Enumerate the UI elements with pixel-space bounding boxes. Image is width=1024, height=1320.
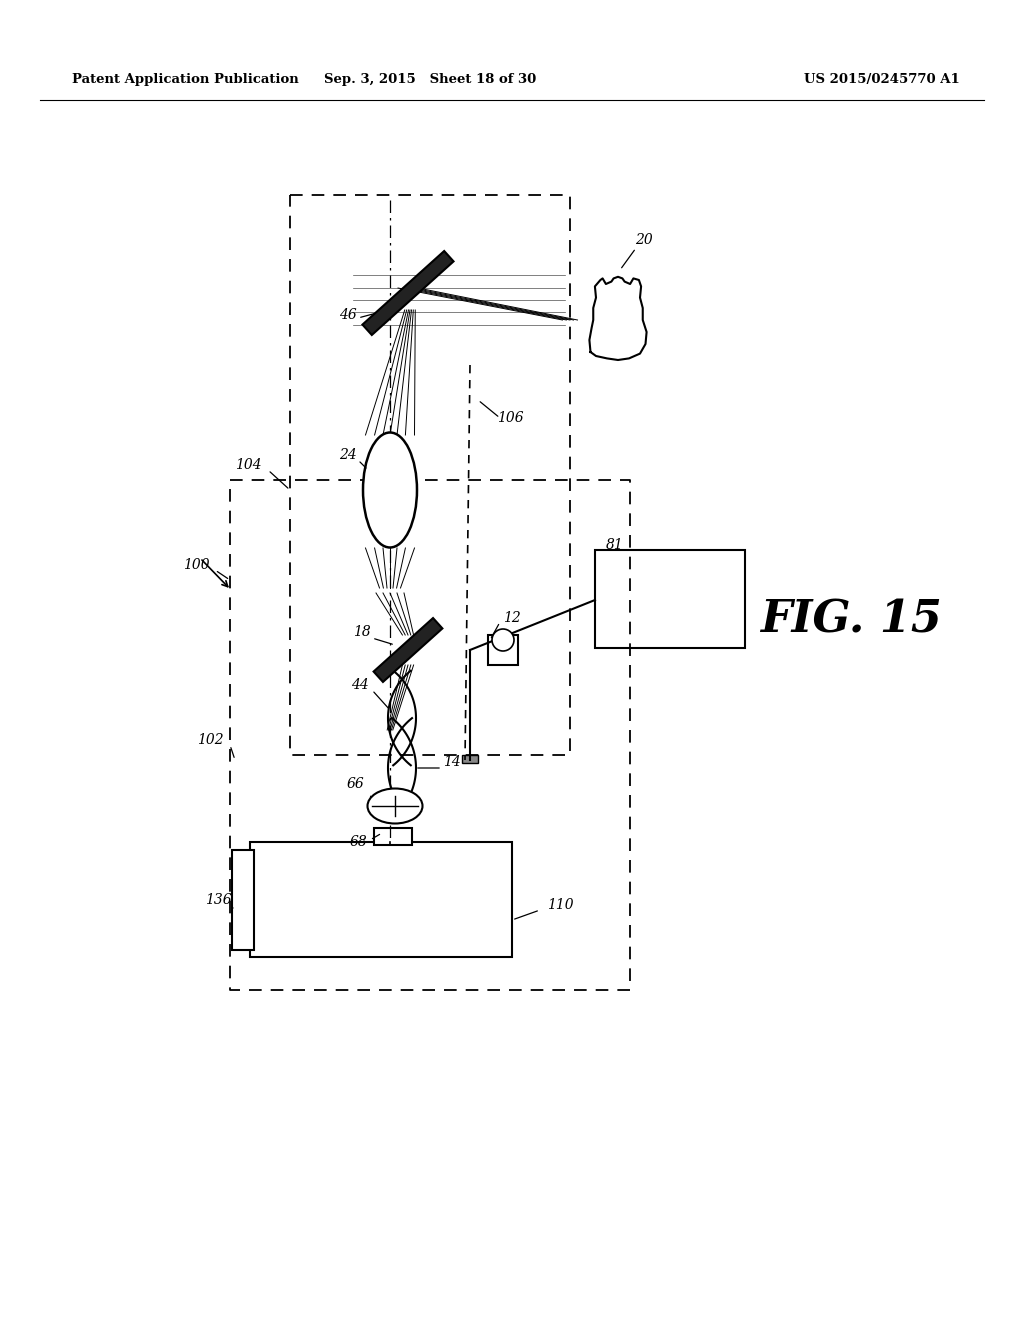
Ellipse shape — [368, 788, 423, 824]
Text: FIG. 15: FIG. 15 — [760, 598, 942, 642]
Text: 136: 136 — [205, 894, 231, 907]
Text: 14: 14 — [443, 755, 461, 770]
Text: US 2015/0245770 A1: US 2015/0245770 A1 — [804, 74, 961, 87]
Text: 106: 106 — [497, 411, 523, 425]
Text: 44: 44 — [351, 678, 369, 692]
Text: 81: 81 — [606, 539, 624, 552]
Ellipse shape — [362, 433, 417, 548]
Polygon shape — [362, 251, 454, 335]
Bar — [374, 828, 412, 845]
Text: 46: 46 — [339, 308, 357, 322]
Text: 100: 100 — [182, 558, 209, 572]
Text: 18: 18 — [353, 624, 371, 639]
Bar — [232, 850, 254, 950]
Text: 102: 102 — [197, 733, 223, 747]
Ellipse shape — [492, 630, 514, 651]
Text: 110: 110 — [547, 898, 573, 912]
Polygon shape — [374, 618, 442, 682]
Text: Patent Application Publication: Patent Application Publication — [72, 74, 299, 87]
Bar — [250, 842, 512, 957]
Text: 24: 24 — [339, 447, 357, 462]
Text: 68: 68 — [349, 836, 367, 849]
Text: 12: 12 — [503, 611, 521, 624]
Bar — [595, 550, 745, 648]
Text: 104: 104 — [234, 458, 261, 473]
Bar — [488, 635, 518, 665]
Bar — [462, 755, 478, 763]
Text: Sep. 3, 2015   Sheet 18 of 30: Sep. 3, 2015 Sheet 18 of 30 — [324, 74, 537, 87]
Text: 20: 20 — [635, 234, 653, 247]
Text: 66: 66 — [346, 777, 364, 791]
